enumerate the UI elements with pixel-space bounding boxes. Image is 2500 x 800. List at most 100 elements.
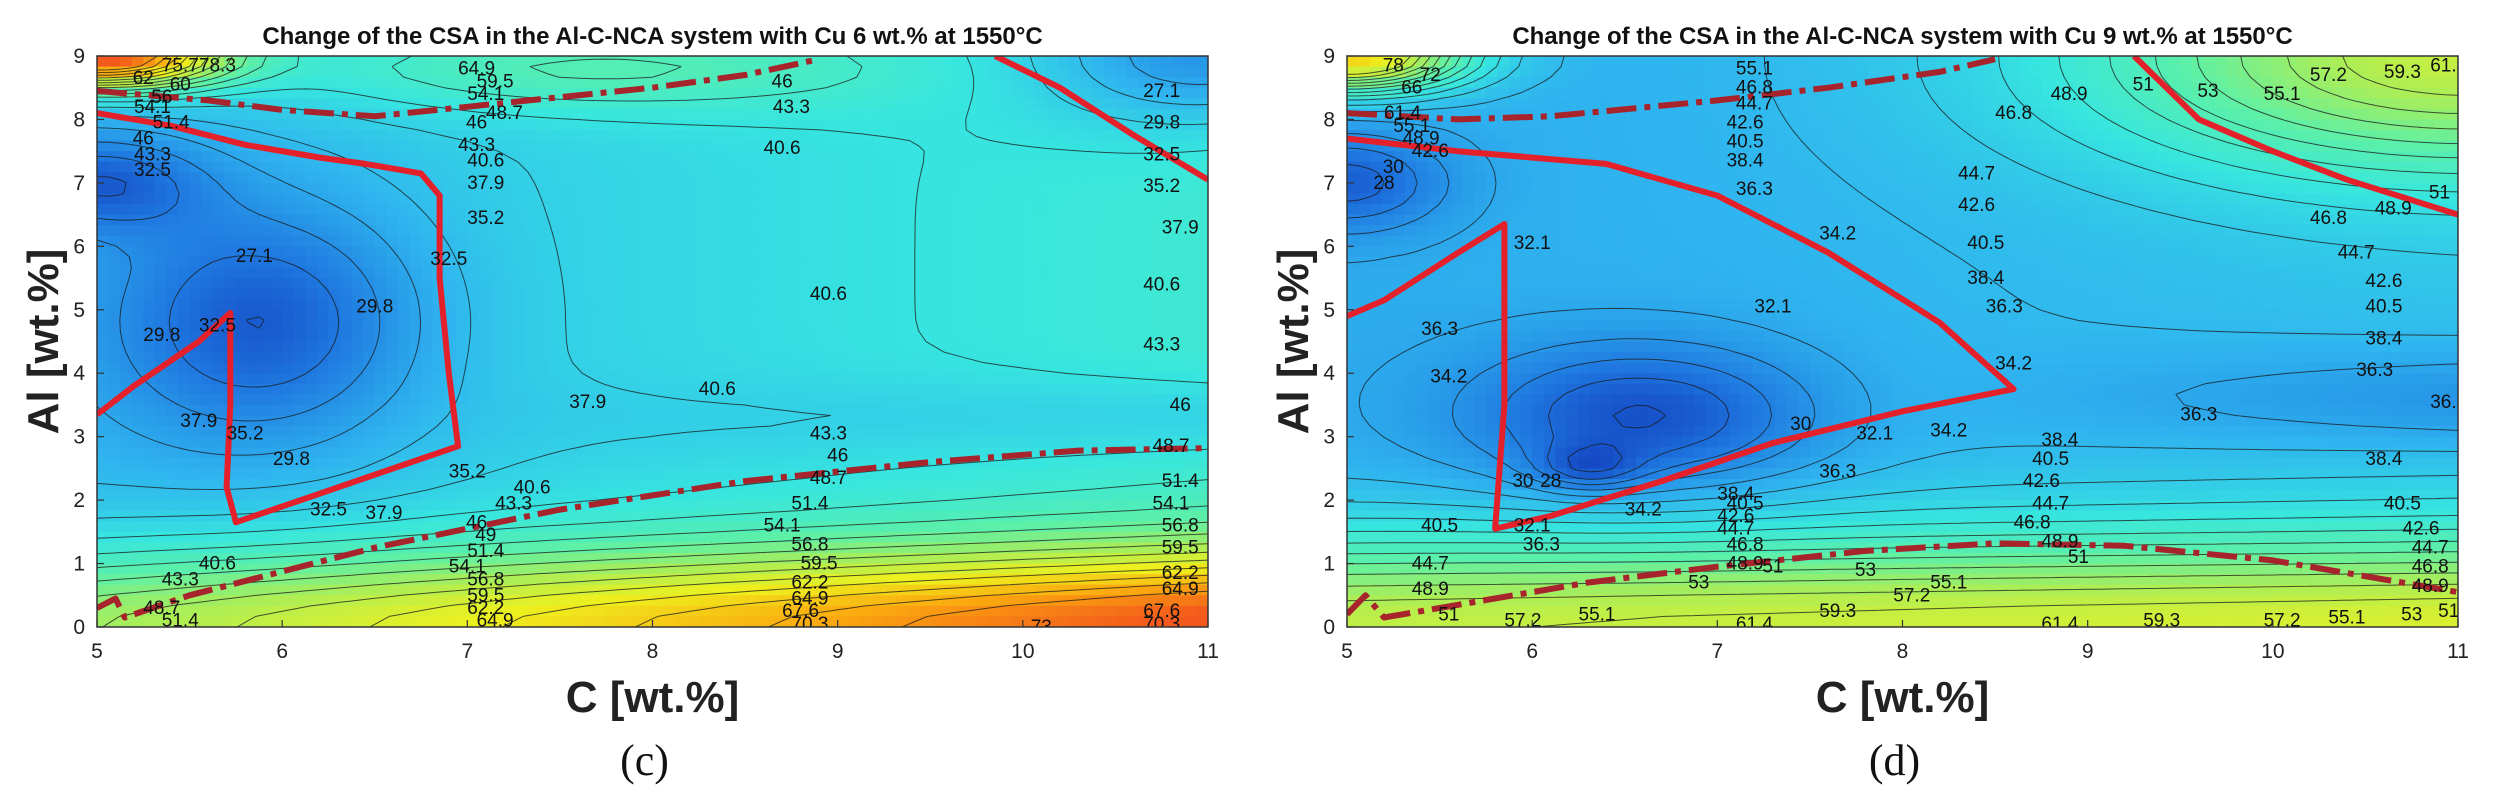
heatmap-cell bbox=[1069, 182, 1082, 195]
heatmap-cell bbox=[941, 87, 954, 99]
heatmap-cell bbox=[837, 510, 850, 522]
heatmap-cell bbox=[1092, 468, 1105, 480]
heatmap-cell bbox=[640, 447, 654, 459]
heatmap-cell bbox=[201, 151, 214, 163]
heatmap-cell bbox=[988, 246, 1001, 258]
heatmap-cell bbox=[941, 352, 954, 364]
heatmap-cell bbox=[143, 246, 156, 258]
heatmap-cell bbox=[108, 278, 121, 290]
heatmap-cell bbox=[907, 77, 920, 89]
heatmap-cell bbox=[791, 246, 804, 258]
heatmap-cell bbox=[293, 542, 306, 554]
heatmap-cell bbox=[409, 267, 422, 279]
heatmap-cell bbox=[1196, 362, 1208, 374]
heatmap-cell bbox=[964, 182, 978, 195]
heatmap-cell bbox=[791, 521, 804, 533]
heatmap-cell bbox=[120, 595, 133, 607]
heatmap-cell bbox=[455, 415, 468, 427]
heatmap-cell bbox=[143, 172, 156, 184]
heatmap-cell bbox=[559, 267, 573, 279]
heatmap-cell bbox=[652, 182, 665, 195]
heatmap-cell bbox=[745, 108, 758, 121]
heatmap-cell bbox=[363, 225, 376, 237]
heatmap-cell bbox=[224, 151, 237, 163]
heatmap-cell bbox=[733, 256, 746, 269]
heatmap-cell bbox=[791, 510, 804, 522]
heatmap-cell bbox=[652, 66, 665, 78]
heatmap-cell bbox=[1184, 468, 1198, 480]
heatmap-cell bbox=[340, 98, 353, 110]
heatmap-cell bbox=[178, 130, 191, 142]
heatmap-cell bbox=[328, 161, 341, 173]
heatmap-cell bbox=[108, 56, 121, 68]
heatmap-cell bbox=[363, 595, 376, 607]
heatmap-cell bbox=[178, 278, 191, 290]
heatmap-cell bbox=[548, 119, 561, 131]
heatmap-cell bbox=[1103, 98, 1117, 110]
heatmap-cell bbox=[802, 320, 816, 332]
heatmap-cell bbox=[953, 521, 966, 533]
heatmap-cell bbox=[802, 330, 816, 343]
heatmap-cell bbox=[270, 595, 283, 607]
heatmap-cell bbox=[235, 436, 249, 448]
heatmap-cell bbox=[340, 87, 353, 99]
heatmap-cell bbox=[212, 426, 225, 438]
heatmap-cell bbox=[652, 246, 665, 258]
heatmap-cell bbox=[1103, 320, 1117, 332]
heatmap-cell bbox=[606, 288, 619, 300]
heatmap-cell bbox=[629, 151, 642, 163]
heatmap-cell bbox=[1150, 478, 1163, 491]
heatmap-cell bbox=[328, 56, 341, 68]
heatmap-cell bbox=[860, 489, 873, 501]
heatmap-cell bbox=[768, 510, 781, 522]
heatmap-cell bbox=[351, 309, 364, 321]
heatmap-cell bbox=[756, 77, 769, 89]
heatmap-cell bbox=[953, 330, 966, 343]
heatmap-cell bbox=[907, 66, 920, 78]
heatmap-cell bbox=[837, 563, 850, 575]
heatmap-cell bbox=[907, 151, 920, 163]
heatmap-cell bbox=[988, 182, 1001, 195]
heatmap-cell bbox=[687, 151, 700, 163]
heatmap-cell bbox=[305, 182, 318, 195]
heatmap-cell bbox=[1126, 383, 1140, 395]
heatmap-cell bbox=[120, 394, 133, 406]
heatmap-cell bbox=[467, 563, 480, 575]
heatmap-cell bbox=[189, 256, 202, 269]
heatmap-cell bbox=[1080, 140, 1093, 152]
heatmap-cell bbox=[1184, 56, 1198, 68]
heatmap-cell bbox=[1092, 595, 1105, 607]
heatmap-cell bbox=[976, 552, 989, 565]
heatmap-cell bbox=[536, 436, 549, 448]
heatmap-cell bbox=[340, 447, 353, 459]
heatmap-cell bbox=[1126, 182, 1140, 195]
heatmap-cell bbox=[733, 77, 746, 89]
heatmap-cell bbox=[964, 447, 978, 459]
heatmap-cell bbox=[768, 309, 781, 321]
heatmap-cell bbox=[421, 182, 434, 195]
heatmap-cell bbox=[247, 426, 260, 438]
heatmap-cell bbox=[652, 172, 665, 184]
heatmap-cell bbox=[640, 320, 654, 332]
heatmap-cell bbox=[421, 510, 434, 522]
heatmap-cell bbox=[652, 299, 665, 311]
heatmap-cell bbox=[721, 161, 735, 173]
heatmap-cell bbox=[895, 352, 908, 364]
heatmap-cell bbox=[1150, 521, 1163, 533]
heatmap-cell bbox=[872, 267, 885, 279]
heatmap-cell bbox=[849, 404, 862, 417]
heatmap-cell bbox=[849, 246, 862, 258]
heatmap-cell bbox=[305, 130, 318, 142]
heatmap-cell bbox=[247, 330, 260, 343]
heatmap-cell bbox=[733, 288, 746, 300]
heatmap-cell bbox=[1069, 172, 1082, 184]
heatmap-cell bbox=[397, 510, 411, 522]
heatmap-cell bbox=[502, 521, 515, 533]
heatmap-cell bbox=[814, 246, 827, 258]
heatmap-cell bbox=[270, 542, 283, 554]
heatmap-cell bbox=[1173, 320, 1186, 332]
heatmap-cell bbox=[247, 193, 260, 205]
heatmap-cell bbox=[814, 151, 827, 163]
heatmap-cell bbox=[178, 235, 191, 247]
heatmap-cell bbox=[536, 362, 549, 374]
